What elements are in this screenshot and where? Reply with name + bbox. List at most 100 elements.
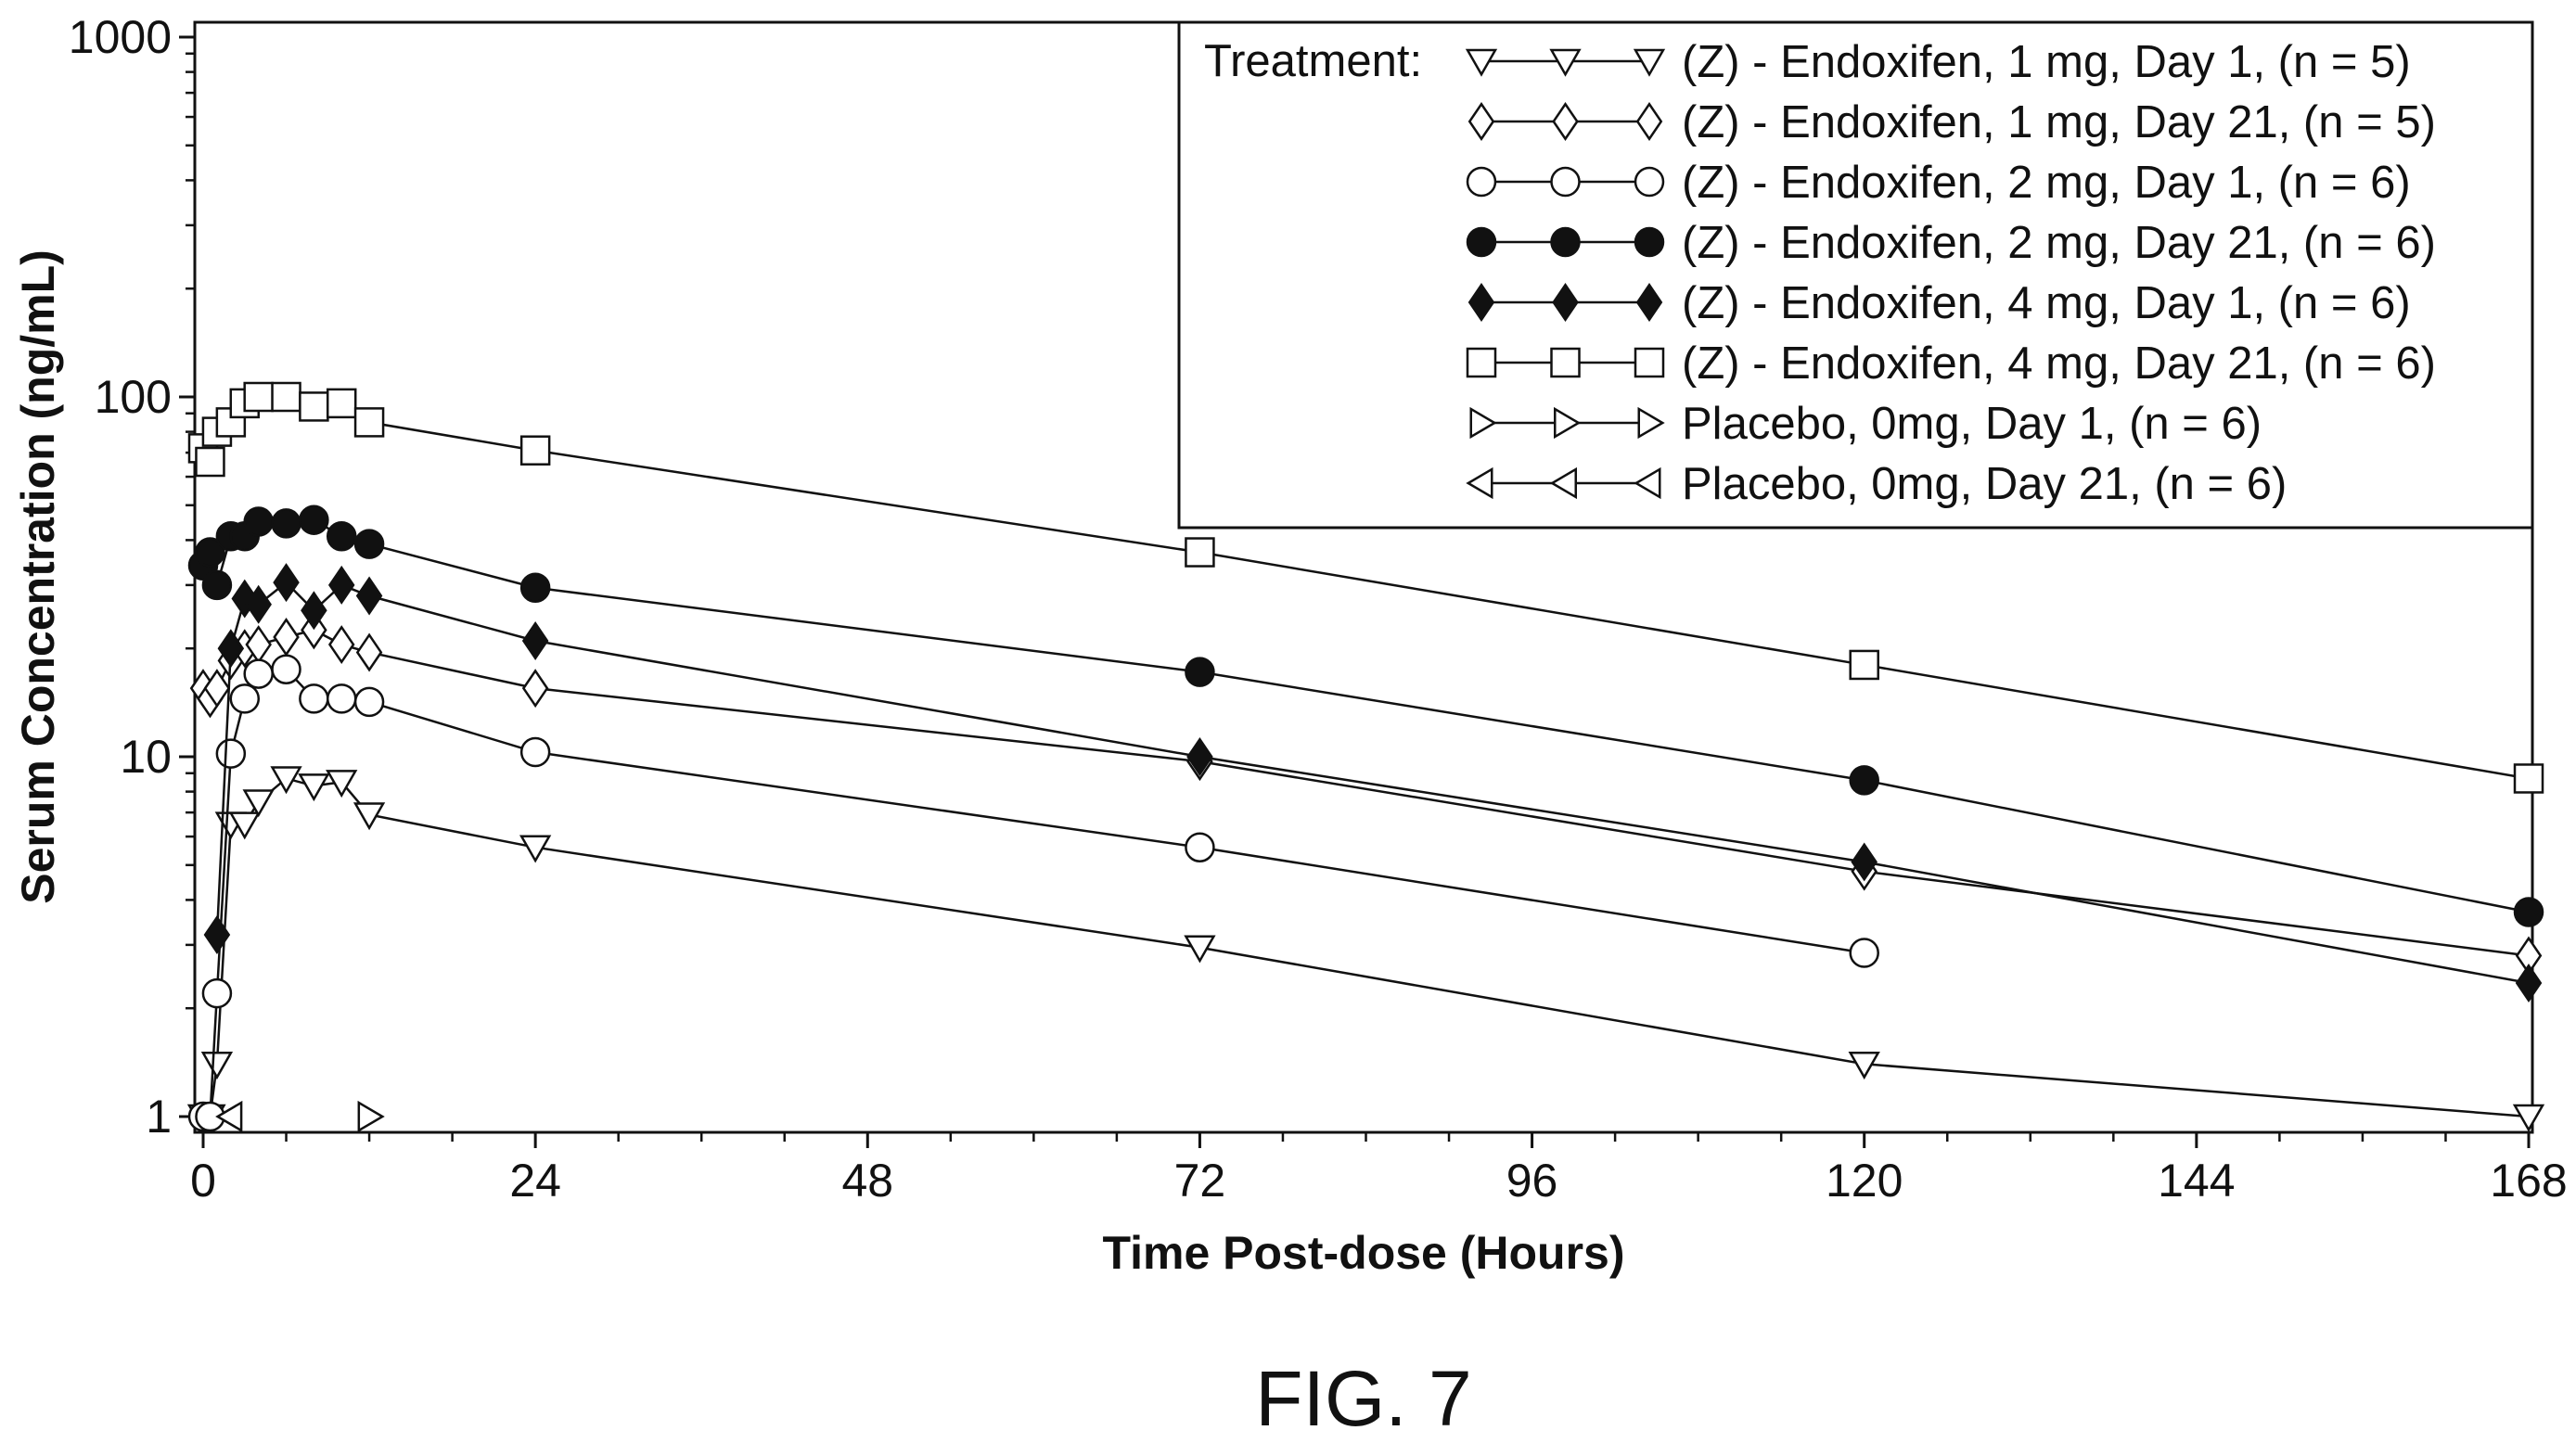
data-point — [271, 654, 301, 684]
legend-marker — [1466, 466, 1493, 500]
legend-marker — [1552, 102, 1579, 141]
legend-marker — [1549, 48, 1582, 77]
data-point — [2512, 1104, 2545, 1132]
data-point — [326, 770, 358, 798]
data-point — [519, 835, 552, 863]
legend-marker — [1635, 102, 1663, 141]
legend-marker — [1552, 283, 1579, 322]
legend-marker — [1633, 48, 1666, 77]
data-point — [2513, 897, 2544, 927]
legend-item: Placebo, 0mg, Day 1, (n = 6) — [1469, 399, 2262, 449]
data-point — [2513, 763, 2544, 794]
series-2 — [189, 610, 2543, 976]
data-point — [357, 1100, 385, 1133]
legend-item: (Z) - Endoxifen, 4 mg, Day 21, (n = 6) — [1466, 338, 2436, 389]
legend-marker — [1637, 406, 1665, 440]
legend-item: (Z) - Endoxifen, 1 mg, Day 1, (n = 5) — [1465, 37, 2411, 87]
x-axis: 0 24 48 72 96 120 144 168 — [190, 1132, 2568, 1207]
data-point — [1185, 537, 1215, 568]
x-axis-title: Time Post-dose (Hours) — [1102, 1227, 1624, 1279]
data-point — [273, 618, 300, 657]
data-point — [326, 683, 357, 714]
data-point — [229, 683, 261, 714]
data-point — [203, 669, 231, 709]
data-point — [298, 773, 330, 802]
series-8 — [215, 1100, 243, 1133]
legend-marker — [1635, 283, 1663, 322]
x-tick-label: 144 — [2158, 1155, 2235, 1207]
y-tick-label: 10 — [120, 731, 172, 783]
data-point — [271, 508, 301, 539]
data-point — [327, 625, 355, 665]
data-point — [521, 621, 549, 660]
data-point — [355, 632, 383, 672]
legend-marker — [1550, 226, 1581, 258]
series-4 — [187, 504, 2544, 927]
legend-marker — [1554, 406, 1582, 440]
data-point — [270, 766, 302, 795]
series-line — [203, 668, 1865, 1118]
data-point — [228, 811, 261, 840]
data-point — [353, 529, 385, 559]
x-tick-label: 48 — [841, 1155, 893, 1207]
data-point — [273, 563, 300, 603]
figure-caption: FIG. 7 — [1255, 1355, 1471, 1438]
series-5 — [203, 563, 2543, 1002]
series-3 — [187, 654, 1879, 1132]
legend-label: (Z) - Endoxifen, 4 mg, Day 1, (n = 6) — [1682, 278, 2411, 328]
data-point — [326, 388, 357, 419]
data-point — [243, 658, 274, 689]
legend-item: (Z) - Endoxifen, 4 mg, Day 1, (n = 6) — [1467, 278, 2411, 328]
data-point — [201, 977, 233, 1009]
data-point — [299, 391, 329, 422]
legend-label: (Z) - Endoxifen, 1 mg, Day 1, (n = 5) — [1682, 37, 2411, 87]
legend-marker — [1467, 283, 1495, 322]
data-point — [326, 520, 357, 552]
legend-marker — [1634, 166, 1665, 198]
data-point — [1184, 935, 1216, 964]
legend-marker — [1550, 347, 1581, 378]
legend-marker — [1466, 166, 1497, 198]
legend-item: (Z) - Endoxifen, 2 mg, Day 21, (n = 6) — [1466, 218, 2436, 268]
x-tick-label: 24 — [509, 1155, 561, 1207]
data-point — [1849, 649, 1879, 681]
x-tick-label: 168 — [2490, 1155, 2567, 1207]
legend-label: (Z) - Endoxifen, 2 mg, Day 21, (n = 6) — [1682, 218, 2436, 268]
legend-item: Placebo, 0mg, Day 21, (n = 6) — [1466, 459, 2287, 509]
data-point — [299, 683, 329, 714]
data-point — [301, 610, 327, 650]
data-point — [201, 569, 233, 601]
legend-title: Treatment: — [1204, 36, 1422, 86]
data-point — [245, 584, 272, 624]
legend-label: Placebo, 0mg, Day 21, (n = 6) — [1682, 459, 2287, 509]
data-point — [195, 446, 225, 478]
data-point — [203, 915, 231, 954]
series-line — [215, 581, 2530, 985]
data-point — [217, 629, 245, 669]
y-tick-label: 1000 — [69, 11, 172, 63]
x-tick-label: 96 — [1506, 1155, 1558, 1207]
data-point — [200, 1052, 234, 1080]
legend-marker — [1549, 466, 1577, 500]
legend-label: (Z) - Endoxifen, 2 mg, Day 1, (n = 6) — [1682, 158, 2411, 208]
legend-marker — [1469, 406, 1497, 440]
legend-item: (Z) - Endoxifen, 1 mg, Day 21, (n = 5) — [1467, 97, 2436, 147]
series-1 — [186, 766, 2545, 1132]
legend-marker — [1634, 226, 1665, 258]
data-point — [1849, 765, 1879, 796]
data-point — [215, 738, 247, 769]
y-axis: 1 10 100 1000 — [69, 11, 195, 1143]
data-point — [215, 1100, 243, 1133]
data-point — [1185, 832, 1215, 862]
series-7 — [357, 1100, 385, 1133]
data-point — [1851, 842, 1878, 882]
legend-label: (Z) - Endoxifen, 1 mg, Day 21, (n = 5) — [1682, 97, 2436, 147]
data-point — [1186, 737, 1213, 776]
data-point — [243, 506, 274, 537]
y-tick-label: 100 — [95, 371, 172, 423]
data-point — [299, 504, 329, 535]
data-point — [271, 381, 301, 413]
legend-label: Placebo, 0mg, Day 1, (n = 6) — [1682, 399, 2262, 449]
series-layer — [186, 381, 2545, 1133]
